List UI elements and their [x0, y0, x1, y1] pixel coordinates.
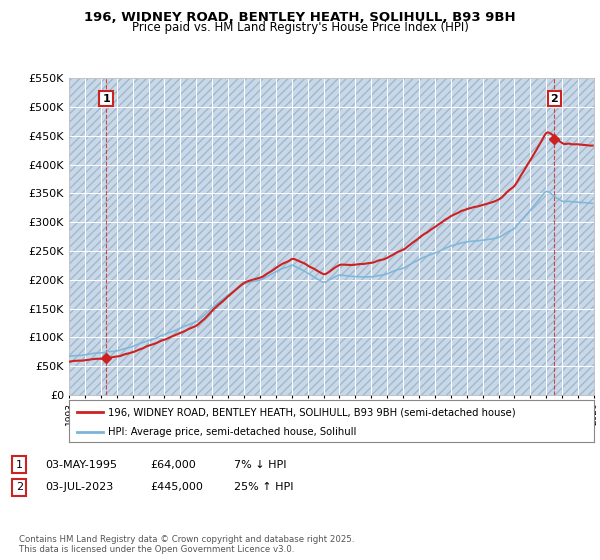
- Text: 196, WIDNEY ROAD, BENTLEY HEATH, SOLIHULL, B93 9BH: 196, WIDNEY ROAD, BENTLEY HEATH, SOLIHUL…: [84, 11, 516, 24]
- Text: £445,000: £445,000: [150, 482, 203, 492]
- Text: 1: 1: [16, 460, 23, 470]
- Text: Contains HM Land Registry data © Crown copyright and database right 2025.
This d: Contains HM Land Registry data © Crown c…: [19, 535, 355, 554]
- Text: 7% ↓ HPI: 7% ↓ HPI: [234, 460, 287, 470]
- Text: 196, WIDNEY ROAD, BENTLEY HEATH, SOLIHULL, B93 9BH (semi-detached house): 196, WIDNEY ROAD, BENTLEY HEATH, SOLIHUL…: [109, 407, 516, 417]
- Text: 1: 1: [102, 94, 110, 104]
- Text: 2: 2: [550, 94, 558, 104]
- Text: 25% ↑ HPI: 25% ↑ HPI: [234, 482, 293, 492]
- Text: 03-JUL-2023: 03-JUL-2023: [45, 482, 113, 492]
- Text: 03-MAY-1995: 03-MAY-1995: [45, 460, 117, 470]
- Text: 2: 2: [16, 482, 23, 492]
- Text: £64,000: £64,000: [150, 460, 196, 470]
- Text: Price paid vs. HM Land Registry's House Price Index (HPI): Price paid vs. HM Land Registry's House …: [131, 21, 469, 34]
- FancyBboxPatch shape: [69, 78, 594, 395]
- Text: HPI: Average price, semi-detached house, Solihull: HPI: Average price, semi-detached house,…: [109, 427, 357, 437]
